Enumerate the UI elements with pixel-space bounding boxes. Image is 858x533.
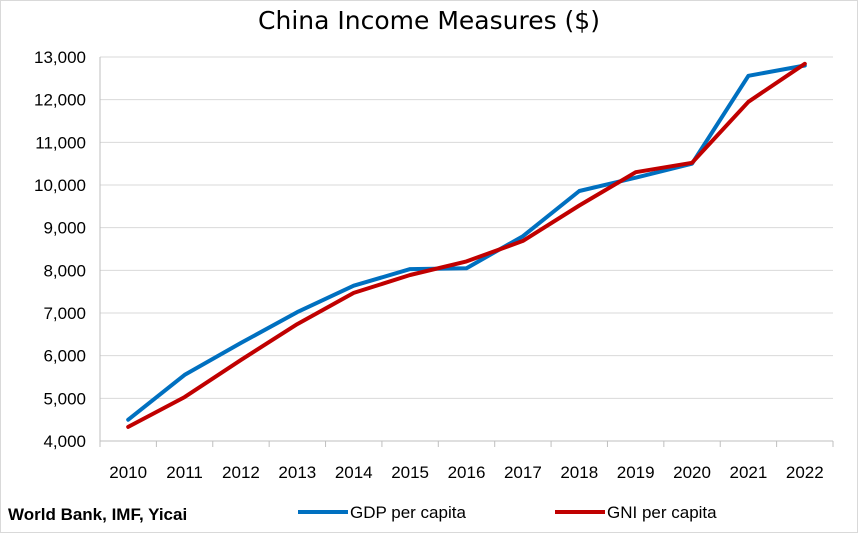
x-axis-ticks: 2010 2011 2012 2013 2014 2015 2016 2017 2018 2019… [109, 463, 823, 482]
x-tick-label: 2016 [448, 463, 486, 482]
x-tick-label: 2022 [786, 463, 824, 482]
y-tick-label: 13,000 [34, 48, 86, 67]
gridlines [100, 56, 833, 399]
x-tick-label: 2010 [109, 463, 147, 482]
legend-label: GDP per capita [350, 503, 466, 522]
legend-label: GNI per capita [607, 503, 717, 522]
x-tick-label: 2015 [391, 463, 429, 482]
y-tick-label: 5,000 [43, 389, 86, 408]
x-tick-label: 2019 [617, 463, 655, 482]
x-tick-label: 2013 [278, 463, 316, 482]
y-tick-label: 8,000 [43, 261, 86, 280]
x-tick-label: 2014 [335, 463, 373, 482]
legend: GDP per capita GNI per capita [298, 503, 717, 522]
chart-title: China Income Measures ($) [258, 6, 600, 35]
y-tick-label: 6,000 [43, 347, 86, 366]
y-tick-label: 11,000 [35, 133, 86, 152]
x-tick-label: 2017 [504, 463, 542, 482]
x-tick-label: 2012 [222, 463, 260, 482]
y-tick-label: 9,000 [43, 219, 86, 238]
y-axis-ticks: 4,000 5,000 6,000 7,000 8,000 9,000 10,000 11,0… [34, 48, 86, 451]
x-tick-label: 2011 [166, 463, 203, 482]
x-tick-label: 2021 [730, 463, 768, 482]
source-note: World Bank, IMF, Yicai [8, 505, 188, 524]
axes [99, 57, 834, 447]
y-tick-label: 10,000 [34, 176, 86, 195]
y-tick-label: 4,000 [43, 432, 86, 451]
x-tick-label: 2020 [673, 463, 711, 482]
y-tick-label: 12,000 [34, 91, 86, 110]
y-tick-label: 7,000 [43, 304, 86, 323]
series-line-gni-per-capita [126, 61, 807, 429]
series-lines [126, 61, 807, 429]
x-tick-label: 2018 [560, 463, 598, 482]
